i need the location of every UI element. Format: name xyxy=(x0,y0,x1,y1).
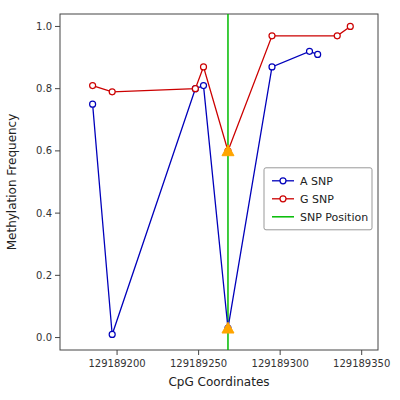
y-tick-label: 0.0 xyxy=(36,332,52,343)
x-tick-label: 129189200 xyxy=(88,358,145,369)
y-tick-label: 1.0 xyxy=(36,21,52,32)
y-tick-label: 0.4 xyxy=(36,208,52,219)
plot-area xyxy=(90,14,354,350)
legend-marker xyxy=(280,196,286,202)
y-tick xyxy=(55,213,60,214)
point xyxy=(109,331,115,337)
point xyxy=(201,83,207,89)
legend-box xyxy=(264,168,372,230)
snp-marker xyxy=(222,145,234,156)
series-line xyxy=(93,26,351,150)
point xyxy=(334,33,340,39)
x-tick-label: 129189250 xyxy=(170,358,227,369)
point xyxy=(307,48,313,54)
legend-marker xyxy=(280,178,286,184)
snp-position-line xyxy=(227,14,229,350)
y-axis-label: Methylation Frequency xyxy=(5,114,19,251)
y-tick xyxy=(55,337,60,338)
legend: A SNP G SNP SNP Position xyxy=(264,168,372,230)
point xyxy=(201,64,207,70)
x-tick xyxy=(361,350,362,355)
chart: 129189200 129189250 129189300 129189350 0.0 0… xyxy=(0,0,400,400)
legend-label: SNP Position xyxy=(300,211,368,224)
legend-label: A SNP xyxy=(300,175,333,188)
x-axis-label: CpG Coordinates xyxy=(168,375,269,389)
point xyxy=(90,83,96,89)
point xyxy=(192,86,198,92)
y-tick xyxy=(55,150,60,151)
legend-swatch xyxy=(272,216,294,218)
y-tick-label: 0.6 xyxy=(36,145,52,156)
x-tick xyxy=(198,350,199,355)
point xyxy=(347,23,353,29)
point xyxy=(109,89,115,95)
x-tick-label: 129189300 xyxy=(252,358,309,369)
y-tick-label: 0.8 xyxy=(36,83,52,94)
y-tick-label: 0.2 xyxy=(36,270,52,281)
y-tick xyxy=(55,26,60,27)
x-tick-label: 129189350 xyxy=(333,358,390,369)
point xyxy=(192,86,198,92)
x-tick xyxy=(280,350,281,355)
y-tick xyxy=(55,88,60,89)
plot-frame xyxy=(60,14,378,350)
point xyxy=(269,33,275,39)
legend-label: G SNP xyxy=(300,193,334,206)
point xyxy=(315,51,321,57)
y-tick xyxy=(55,275,60,276)
point xyxy=(90,101,96,107)
point xyxy=(269,64,275,70)
x-tick xyxy=(117,350,118,355)
snp-marker xyxy=(222,322,234,333)
